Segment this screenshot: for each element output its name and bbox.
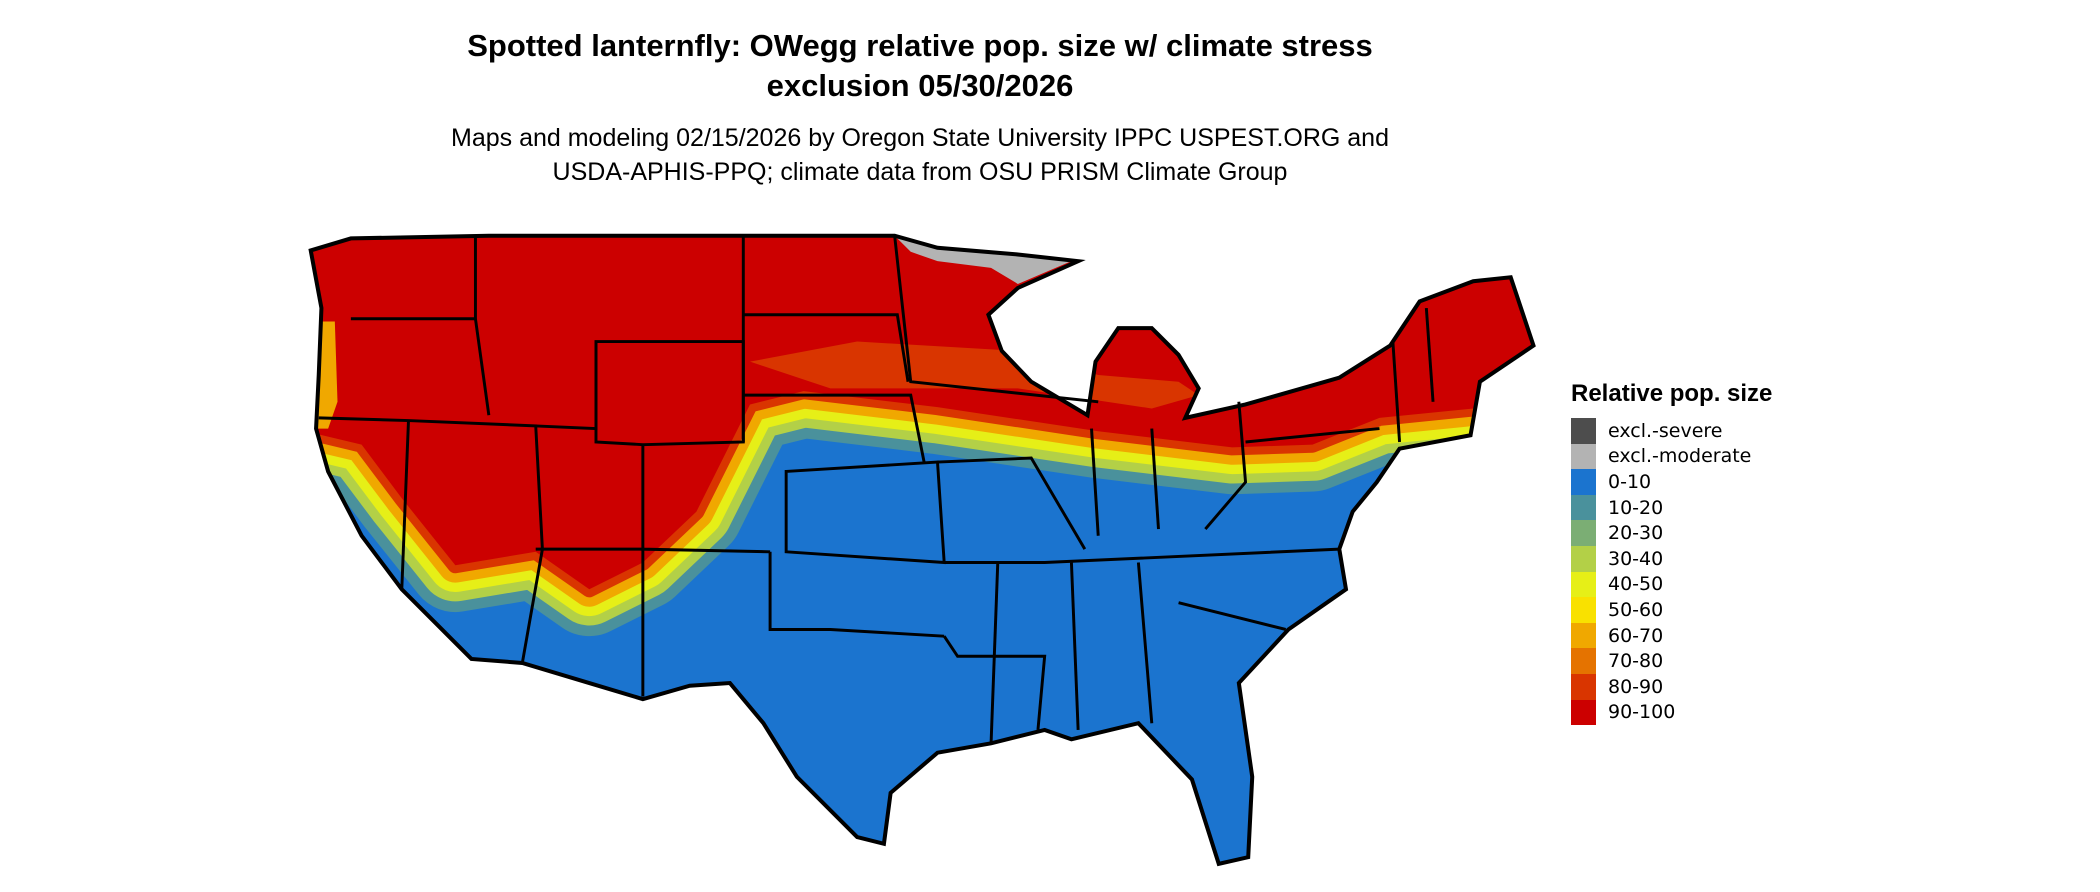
- chart-subtitle-line-1: Maps and modeling 02/15/2026 by Oregon S…: [451, 124, 1389, 152]
- legend-swatch: [1571, 520, 1596, 546]
- chart-title-line-2: exclusion 05/30/2026: [766, 68, 1074, 103]
- legend-item: excl.-moderate: [1571, 443, 1772, 470]
- legend-item: 30-40: [1571, 545, 1772, 572]
- legend-label: 20-30: [1608, 522, 1664, 545]
- legend-swatch: [1571, 648, 1596, 674]
- legend-item: 50-60: [1571, 597, 1772, 623]
- legend-label: excl.-moderate: [1608, 445, 1752, 468]
- legend-label: 90-100: [1608, 701, 1676, 724]
- legend-label: 70-80: [1608, 650, 1664, 673]
- legend-item: 90-100: [1571, 699, 1772, 726]
- legend-swatch: [1571, 597, 1596, 623]
- legend-swatch: [1571, 673, 1596, 700]
- state-borders: [318, 235, 1435, 744]
- legend-swatch: [1571, 418, 1596, 444]
- legend-item: 60-70: [1571, 622, 1772, 649]
- legend-label: excl.-severe: [1608, 419, 1723, 442]
- legend-label: 50-60: [1608, 598, 1664, 621]
- legend-swatch: [1571, 699, 1596, 726]
- legend-swatch: [1571, 622, 1596, 649]
- legend-item: 0-10: [1571, 469, 1772, 495]
- legend-item: 10-20: [1571, 494, 1772, 521]
- chart-subtitle-line-2: USDA-APHIS-PPQ; climate data from OSU PR…: [552, 158, 1288, 186]
- legend-label: 0-10: [1608, 470, 1652, 493]
- legend-label: 80-90: [1608, 675, 1664, 698]
- legend-swatch: [1571, 571, 1596, 598]
- legend-label: 30-40: [1608, 547, 1664, 570]
- legend-items: excl.-severe excl.-moderate 0-10 10-20 20-30…: [1571, 418, 1772, 726]
- legend-item: 20-30: [1571, 520, 1772, 546]
- chart-title-line-1: Spotted lanternfly: OWegg relative pop. …: [467, 28, 1373, 63]
- legend-swatch: [1571, 469, 1596, 495]
- legend-item: excl.-severe: [1571, 418, 1772, 444]
- legend-title: Relative pop. size: [1571, 380, 1773, 407]
- legend: Relative pop. size excl.-severe excl.-mod…: [1571, 380, 1773, 726]
- legend-label: 40-50: [1608, 573, 1664, 596]
- legend-swatch: [1571, 545, 1596, 572]
- legend-swatch: [1571, 443, 1596, 470]
- legend-item: 70-80: [1571, 648, 1772, 674]
- legend-label: 10-20: [1608, 496, 1664, 519]
- legend-label: 60-70: [1608, 624, 1664, 647]
- legend-item: 80-90: [1571, 673, 1772, 700]
- legend-swatch: [1571, 494, 1596, 521]
- legend-item: 40-50: [1571, 571, 1772, 598]
